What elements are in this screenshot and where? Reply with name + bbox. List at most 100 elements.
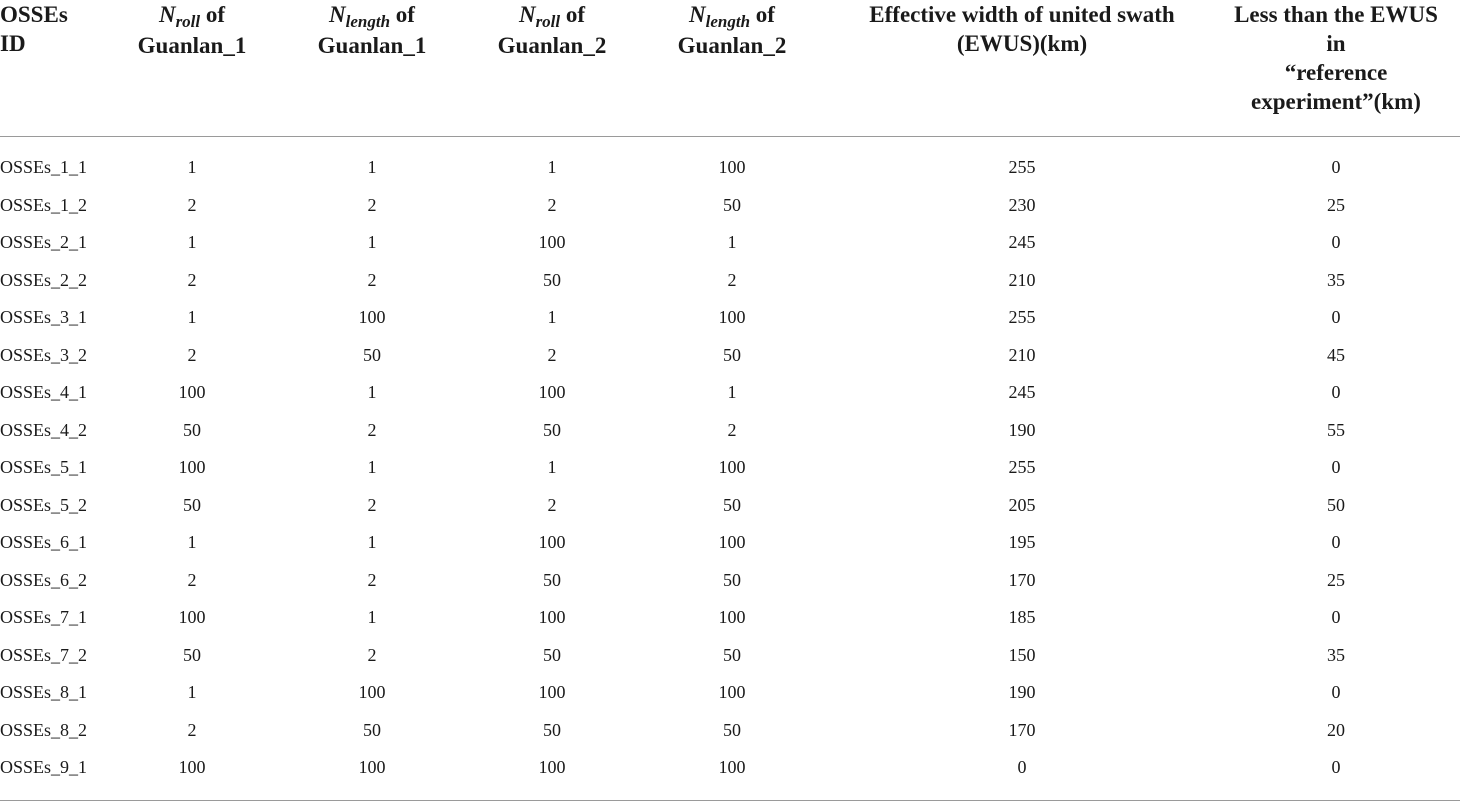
table-row: OSSEs_5_2 50 2 2 50 205 50 [0,487,1460,525]
cell-osses-id: OSSEs_6_2 [0,569,88,590]
table-cell: 1 [187,232,197,253]
table-cell: 0 [1331,157,1341,178]
table-cell: 50 [363,344,381,365]
table-cell: 100 [718,757,746,778]
table-cell: 25 [1327,569,1345,590]
table-row: OSSEs_1_2 2 2 2 50 230 25 [0,187,1460,225]
table-cell: 230 [1008,194,1036,215]
header-ewus-line1: Effective width of united swath [869,2,1175,27]
header-row: OSSEs ID Nroll of Guanlan_1 Nlength of G… [0,0,1460,137]
table-cell: 0 [1331,232,1341,253]
table-cell: 50 [723,644,741,665]
table-cell: 50 [543,644,561,665]
table-cell: 2 [367,644,377,665]
header-nlength-guanlan1: Nlength of Guanlan_1 [272,0,472,137]
table-row: OSSEs_4_2 50 2 50 2 190 55 [0,412,1460,450]
cell-osses-id: OSSEs_2_1 [0,232,88,253]
header-ewus-line2: (EWUS)(km) [956,31,1088,56]
table-cell: 245 [1008,232,1036,253]
table-cell: 2 [727,269,737,290]
table-cell: 45 [1327,344,1345,365]
table-cell: 170 [1008,569,1036,590]
table-cell: 0 [1331,307,1341,328]
header-sub: roll [535,12,561,31]
header-less-than-ewus: Less than the EWUS in “reference experim… [1212,0,1460,137]
header-nlength-guanlan2-line2: Guanlan_2 [677,33,787,58]
table-cell: 2 [547,494,557,515]
header-nroll-guanlan1-line1: Nroll of [112,0,272,31]
table-cell: 1 [367,532,377,553]
cell-osses-id: OSSEs_9_1 [0,757,88,778]
header-nroll-guanlan2-line1: Nroll of [472,0,632,31]
table-cell: 2 [187,194,197,215]
table-cell: 50 [543,269,561,290]
table-cell: 2 [367,494,377,515]
table-row: OSSEs_9_1 100 100 100 100 0 0 [0,749,1460,787]
table-row: OSSEs_2_1 1 1 100 1 245 0 [0,224,1460,262]
header-ewus: Effective width of united swath (EWUS)(k… [832,0,1212,137]
table-cell: 100 [358,682,386,703]
table-cell: 2 [367,194,377,215]
table-cell: 50 [1327,494,1345,515]
cell-osses-id: OSSEs_5_1 [0,457,88,478]
table-row: OSSEs_7_1 100 1 100 100 185 0 [0,599,1460,637]
table-cell: 1 [547,307,557,328]
header-nlength-guanlan2: Nlength of Guanlan_2 [632,0,832,137]
table-cell: 1 [187,532,197,553]
table-cell: 0 [1017,757,1027,778]
table-cell: 0 [1331,607,1341,628]
table-cell: 210 [1008,269,1036,290]
table-header: OSSEs ID Nroll of Guanlan_1 Nlength of G… [0,0,1460,137]
table-cell: 1 [547,157,557,178]
table-cell: 210 [1008,344,1036,365]
header-less-line4: experiment”(km) [1251,89,1421,114]
cell-osses-id: OSSEs_1_2 [0,194,88,215]
table-cell: 1 [367,157,377,178]
table-cell: 190 [1008,419,1036,440]
cell-osses-id: OSSEs_8_1 [0,682,88,703]
table-cell: 100 [538,682,566,703]
header-nroll-guanlan1: Nroll of Guanlan_1 [112,0,272,137]
table-row: OSSEs_5_1 100 1 1 100 255 0 [0,449,1460,487]
table-cell: 100 [358,307,386,328]
table-cell: 0 [1331,757,1341,778]
table-cell: 100 [538,607,566,628]
table-cell: 25 [1327,194,1345,215]
table-cell: 50 [723,719,741,740]
cell-osses-id: OSSEs_6_1 [0,532,88,553]
header-less-line3: “reference [1284,60,1388,85]
header-var: N [518,2,536,27]
table-cell: 100 [178,757,206,778]
cell-osses-id: OSSEs_3_2 [0,344,88,365]
table-body: OSSEs_1_1 1 1 1 100 255 0 OSSEs_1_2 2 2 2 50 230 25 OS… [0,137,1460,787]
table-cell: 2 [547,344,557,365]
table-row: OSSEs_1_1 1 1 1 100 255 0 [0,137,1460,187]
table-cell: 1 [367,382,377,403]
header-nlength-guanlan1-line1: Nlength of [272,0,472,31]
header-nlength-guanlan2-line1: Nlength of [632,0,832,31]
table-cell: 50 [723,344,741,365]
table-cell: 2 [187,569,197,590]
cell-osses-id: OSSEs_4_2 [0,419,88,440]
table-cell: 1 [547,457,557,478]
header-suffix: of [390,2,415,27]
table-cell: 50 [363,719,381,740]
table-cell: 2 [187,269,197,290]
table-cell: 35 [1327,644,1345,665]
table-cell: 1 [727,232,737,253]
table-cell: 245 [1008,382,1036,403]
table-cell: 2 [187,719,197,740]
header-nroll-guanlan2: Nroll of Guanlan_2 [472,0,632,137]
table-cell: 100 [538,532,566,553]
table-cell: 100 [178,457,206,478]
table-cell: 50 [723,494,741,515]
table-cell: 100 [178,607,206,628]
header-sub: length [705,12,751,31]
table-row: OSSEs_4_1 100 1 100 1 245 0 [0,374,1460,412]
cell-osses-id: OSSEs_8_2 [0,719,88,740]
header-nroll-guanlan2-line2: Guanlan_2 [497,33,607,58]
table-cell: 100 [718,532,746,553]
table-row: OSSEs_8_2 2 50 50 50 170 20 [0,712,1460,750]
